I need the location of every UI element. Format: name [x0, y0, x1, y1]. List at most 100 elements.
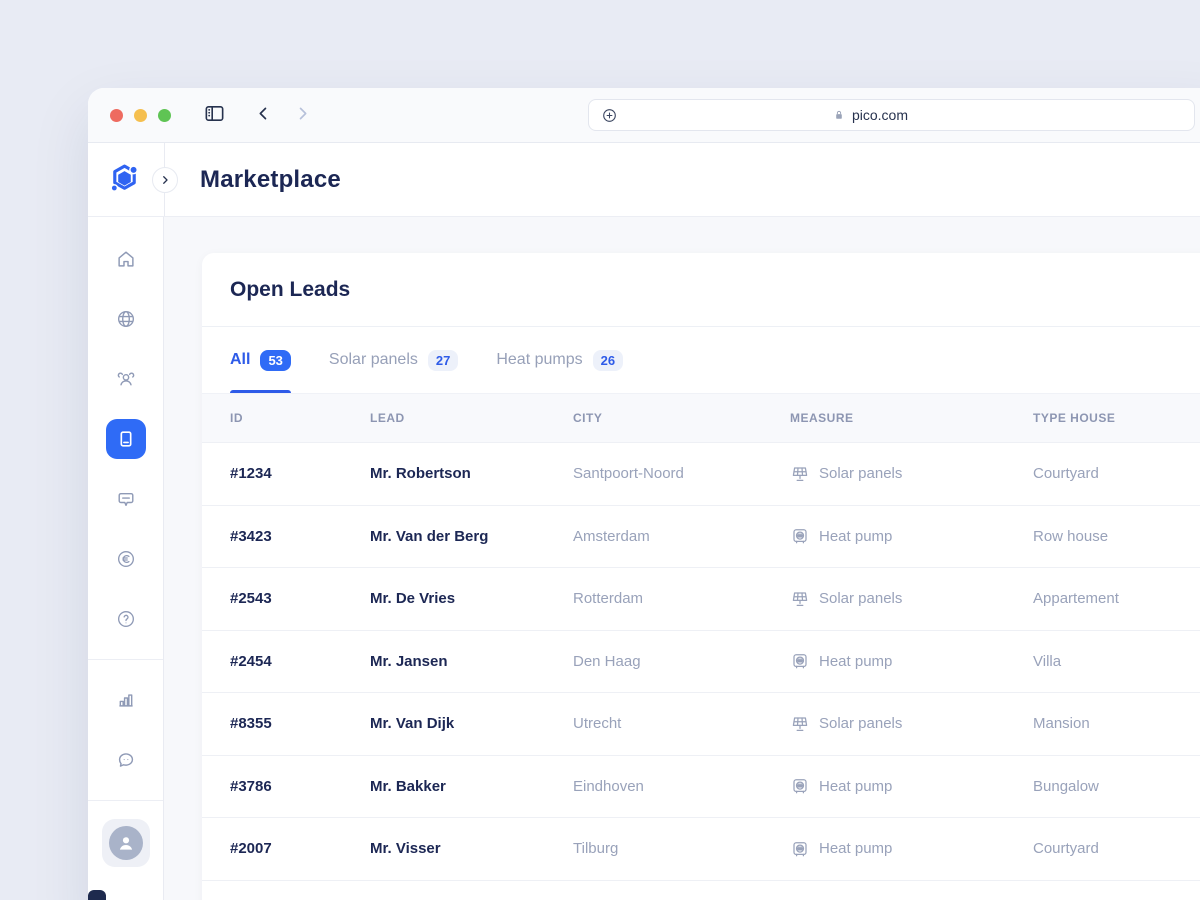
tabs: All 53 Solar panels 27 Heat pumps 26: [202, 327, 1200, 393]
cell-id: #1234: [230, 465, 272, 483]
user-avatar-button[interactable]: [101, 819, 150, 867]
cell-type-house: Bungalow: [1033, 777, 1099, 795]
cell-type-house: Courtyard: [1033, 465, 1099, 483]
sidebar-item-document[interactable]: [105, 419, 146, 459]
column-header-lead: LEAD: [370, 411, 405, 425]
sidebar-item-feedback[interactable]: [106, 740, 146, 780]
cell-id: #2454: [230, 652, 272, 670]
sidebar-primary: [105, 239, 146, 659]
tab-all[interactable]: All 53: [230, 327, 291, 393]
measure-label: Heat pump: [819, 840, 893, 858]
page-title: Marketplace: [200, 165, 341, 193]
table-row[interactable]: #2543 Mr. De Vries Rotterdam Solar panels Ap…: [202, 568, 1200, 631]
sidebar-item-home[interactable]: [106, 239, 146, 279]
tab-count-badge: 26: [592, 349, 624, 371]
table-row[interactable]: #8355 Mr. Van Dijk Utrecht Solar panels Mans…: [202, 693, 1200, 756]
sidebar-item-help[interactable]: [106, 599, 146, 639]
table-row[interactable]: #3786 Mr. Bakker Eindhoven Heat pump Bungalo…: [202, 756, 1200, 818]
heat-pump-icon: [790, 651, 810, 671]
card-header: Open Leads: [202, 253, 1200, 327]
sidebar-item-euro[interactable]: [106, 539, 146, 579]
chevron-right-icon: [159, 174, 171, 186]
cell-city: Santpoort-Noord: [573, 465, 684, 483]
cell-measure: Heat pump: [790, 526, 1033, 546]
cell-city: Utrecht: [573, 715, 622, 733]
solar-panel-icon: [790, 714, 810, 734]
sidebar-item-globe[interactable]: [106, 299, 146, 339]
cell-id: #2543: [230, 590, 272, 608]
home-icon: [115, 248, 137, 270]
cell-lead: Mr. De Vries: [370, 590, 456, 608]
sidebar-divider: [88, 659, 163, 660]
measure-label: Heat pump: [819, 652, 893, 670]
cell-lead: Mr. Van Dijk: [370, 715, 455, 733]
new-tab-icon: [601, 107, 618, 124]
cell-lead: Mr. Robertson: [370, 465, 471, 483]
heat-pump-icon: [790, 776, 810, 796]
tab-count-badge: 27: [427, 349, 459, 371]
cell-lead: Mr. Visser: [370, 840, 441, 858]
forward-button[interactable]: [293, 104, 312, 126]
zoom-window-button[interactable]: [158, 108, 171, 122]
tab-label: All: [230, 351, 251, 368]
heat-pump-icon: [790, 839, 810, 859]
table-row[interactable]: #9945Mr. SmitGroningenSolar panelsRow ho…: [202, 881, 1200, 900]
sidebar-item-users[interactable]: [106, 359, 146, 399]
cell-measure: Solar panels: [790, 714, 1033, 734]
chat-icon: [115, 488, 137, 510]
tab-heat-pumps[interactable]: Heat pumps 26: [496, 327, 624, 393]
document-icon: [115, 428, 137, 450]
table-row[interactable]: #2454 Mr. Jansen Den Haag Heat pump Villa: [202, 631, 1200, 693]
partial-bottom-element: [88, 890, 106, 900]
app-header: Marketplace: [88, 143, 1200, 217]
open-leads-card: Open Leads All 53 Solar panels 27 Heat pumps…: [202, 253, 1200, 900]
cell-type-house: Row house: [1033, 527, 1109, 545]
address-bar[interactable]: pico.com: [588, 99, 1195, 131]
sidebar-divider: [88, 800, 163, 801]
cell-id: #3786: [230, 777, 272, 795]
cell-id: #3423: [230, 527, 272, 545]
feedback-icon: [115, 749, 137, 771]
cell-city: Eindhoven: [573, 777, 644, 795]
cell-id: #8355: [230, 715, 272, 733]
browser-window: pico.com Marketplace Open Leads All 53: [88, 88, 1200, 900]
cell-measure: Heat pump: [790, 776, 1033, 796]
sidebar-item-chat[interactable]: [106, 479, 146, 519]
window-controls: [110, 108, 171, 122]
table-row[interactable]: #3423 Mr. Van der Berg Amsterdam Heat pump R…: [202, 506, 1200, 568]
tab-count-badge: 53: [260, 349, 291, 371]
help-icon: [115, 608, 137, 630]
sidebar-expand-button[interactable]: [152, 167, 178, 193]
app-body: Open Leads All 53 Solar panels 27 Heat pumps…: [88, 217, 1200, 900]
cell-city: Amsterdam: [573, 527, 650, 545]
sidebar-item-bar-chart[interactable]: [106, 680, 146, 720]
cell-city: Rotterdam: [573, 590, 644, 608]
column-header-type-house: TYPE HOUSE: [1033, 411, 1116, 425]
cell-lead: Mr. Jansen: [370, 652, 448, 670]
sidebar-toggle-button[interactable]: [203, 102, 226, 128]
table-body: #1234 Mr. Robertson Santpoort-Noord Solar p…: [202, 443, 1200, 900]
minimize-window-button[interactable]: [134, 108, 147, 122]
browser-chrome: pico.com: [88, 88, 1200, 143]
column-header-id: ID: [230, 411, 243, 425]
column-header-city: CITY: [573, 411, 603, 425]
table-row[interactable]: #1234 Mr. Robertson Santpoort-Noord Solar p…: [202, 443, 1200, 506]
card-title: Open Leads: [230, 277, 351, 301]
solar-panel-icon: [790, 589, 810, 609]
cell-measure: Heat pump: [790, 839, 1033, 859]
tab-solar-panels[interactable]: Solar panels 27: [329, 327, 459, 393]
main-content: Open Leads All 53 Solar panels 27 Heat pumps…: [164, 217, 1200, 900]
column-header-measure: MEASURE: [790, 411, 854, 425]
lock-icon: [832, 108, 846, 122]
table-row[interactable]: #2007 Mr. Visser Tilburg Heat pump Courtyard: [202, 818, 1200, 881]
close-window-button[interactable]: [110, 108, 123, 122]
url-text: pico.com: [851, 107, 909, 123]
users-icon: [115, 368, 137, 390]
cell-type-house: Villa: [1033, 652, 1062, 670]
cell-city: Den Haag: [573, 652, 641, 670]
url-display: pico.com: [832, 107, 968, 123]
cell-type-house: Appartement: [1033, 590, 1119, 608]
heat-pump-icon: [790, 526, 810, 546]
sidebar-toggle-icon: [203, 102, 226, 128]
back-button[interactable]: [254, 104, 273, 126]
